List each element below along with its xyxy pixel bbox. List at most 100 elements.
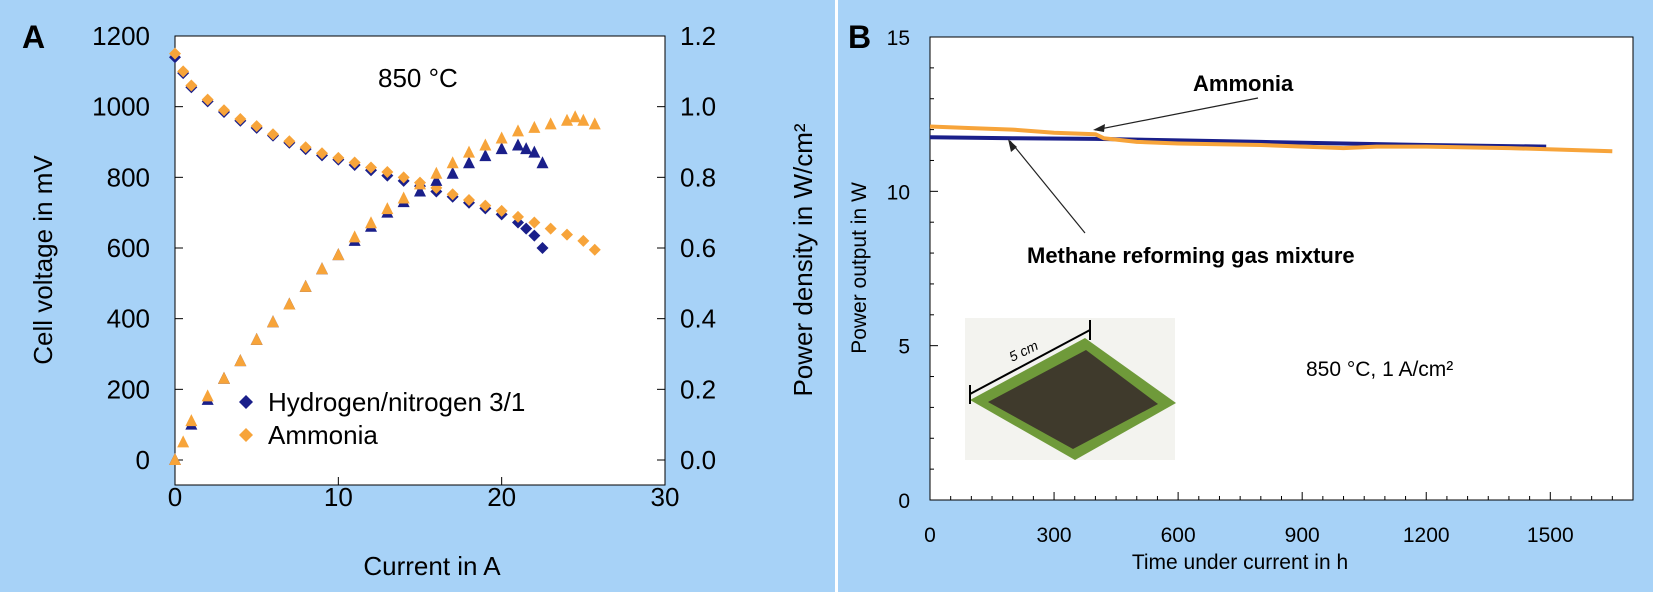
tick-label-y2-a-0: 0.0 [680,445,716,475]
annotation-850c-a: 850 °C [378,63,458,93]
point-a-s2-16 [430,173,443,186]
cell-photo: 5 cm [965,318,1176,460]
legend-label-hydrogen: Hydrogen/nitrogen 3/1 [268,387,525,417]
point-a-s3-12 [348,230,361,243]
legend-marker-hydrogen [239,395,253,409]
y-axis-label-b: Power output in W [848,182,871,354]
point-a-s0-23 [520,222,533,235]
point-a-s3-18 [446,156,459,169]
point-a-s2-22 [520,142,533,155]
tick-label-y2-a-6: 1.2 [680,21,716,51]
annotation-conditions: 850 °C, 1 A/cm² [1306,358,1453,381]
tick-label-y2-a-5: 1.0 [680,92,716,122]
tick-label-x-b-2: 600 [1161,524,1196,547]
tick-label-y2-a-3: 0.6 [680,233,716,263]
point-a-s3-28 [588,117,601,130]
panel-divider [835,0,838,592]
tick-label-x-b-4: 1200 [1403,524,1450,547]
point-a-s1-14 [381,166,394,179]
point-a-s3-9 [299,279,312,292]
arrow-methane [1009,140,1086,234]
axes-a: 0200400600800100012000.00.20.40.60.81.01… [92,21,716,512]
arrow-ammonia [1094,97,1259,131]
point-a-s3-4 [218,371,230,384]
legend-a: Hydrogen/nitrogen 3/1 Ammonia [239,387,525,450]
axes-b: 0 5 10 15 0 300 600 900 1200 1500 [887,27,1613,547]
point-a-s1-2 [185,79,198,92]
point-a-s3-16 [414,177,426,190]
point-a-s3-25 [561,113,573,126]
tick-label-x-b-5: 1500 [1527,524,1574,547]
point-a-s3-13 [365,216,377,229]
point-a-s1-18 [446,188,459,201]
chart-a: A 850 °C Cell voltage in mV Power densit… [22,19,818,581]
point-a-s1-1 [177,65,190,78]
tick-label-x-b-0: 0 [924,524,936,547]
tick-label-y2-a-1: 0.2 [680,374,716,404]
point-a-s3-5 [234,354,247,367]
point-a-s1-13 [365,161,377,174]
point-a-s1-7 [267,128,279,141]
point-a-s1-21 [495,204,508,217]
legend-label-ammonia: Ammonia [268,420,378,450]
point-a-s2-17 [446,166,459,179]
point-a-s2-20 [495,142,508,155]
arrowhead-ammonia [1093,124,1105,132]
point-a-s3-19 [463,145,475,158]
point-a-s1-23 [528,216,541,229]
annotation-methane: Methane reforming gas mixture [1027,243,1355,268]
point-a-s3-14 [381,202,394,215]
point-a-s0-25 [536,242,549,254]
point-a-s3-24 [544,117,557,130]
tick-label-y-b-1: 5 [898,336,910,359]
x-axis-label-b: Time under current in h [1132,551,1348,574]
point-a-s3-21 [495,131,508,144]
arrowhead-methane [1008,139,1017,152]
chart-b: B Power output in W Time under current i… [848,19,1634,574]
point-a-s1-22 [512,210,524,223]
tick-label-y2-a-2: 0.4 [680,304,716,334]
tick-label-y-a-2: 400 [107,304,150,334]
tick-label-y-b-3: 15 [887,27,910,50]
tick-label-y-a-0: 0 [136,445,150,475]
tick-label-y-a-4: 800 [107,162,150,192]
point-a-s1-10 [316,147,328,160]
point-a-s1-26 [577,234,590,247]
point-a-s1-0 [169,47,181,60]
point-a-s3-1 [177,435,190,448]
y2-axis-label-a: Power density in W/cm² [788,123,818,396]
point-a-s2-18 [463,156,475,169]
point-a-s3-7 [267,315,279,328]
point-a-s1-3 [201,93,214,106]
tick-label-y-a-1: 200 [107,374,150,404]
plot-area-a [174,35,666,486]
tick-label-x-a-1: 10 [324,482,353,512]
point-a-s3-26 [569,110,582,123]
point-a-s2-21 [512,138,524,151]
panel-label-b: B [848,19,871,55]
point-a-s3-27 [577,113,590,126]
point-a-s1-15 [397,171,410,184]
tick-label-y-a-6: 1200 [92,21,150,51]
point-a-s3-23 [528,120,541,133]
point-a-s0-24 [528,229,541,242]
point-a-s1-9 [299,141,312,154]
point-a-s2-15 [414,184,426,197]
tick-label-y2-a-4: 0.8 [680,162,716,192]
point-a-s2-23 [528,145,541,158]
panel-label-a: A [22,19,45,55]
point-a-s1-25 [561,228,573,241]
point-a-s3-6 [250,332,263,345]
point-a-s3-10 [316,262,328,275]
series-line-b-1 [929,124,1613,154]
tick-label-x-b-1: 300 [1037,524,1072,547]
legend-marker-ammonia [239,428,253,442]
point-a-s3-3 [201,389,214,402]
point-a-s3-17 [430,166,443,179]
point-a-s2-19 [479,149,492,162]
point-a-s3-15 [397,191,410,204]
point-a-s3-8 [283,297,296,310]
point-a-s1-8 [283,135,296,148]
marks-b [929,124,1613,154]
